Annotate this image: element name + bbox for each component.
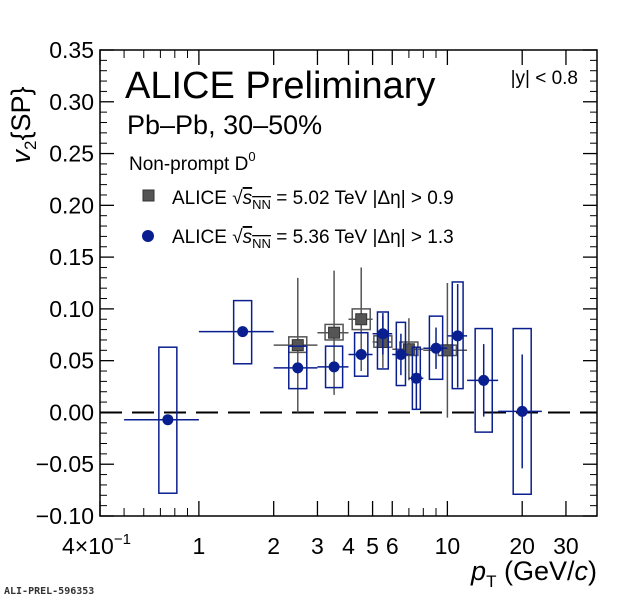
xlabel-part-3: c (575, 556, 589, 586)
x-tick-label: 30 (553, 533, 579, 559)
y-tick-label: 0.00 (49, 399, 94, 425)
series-536-tev (124, 281, 542, 496)
legend-part-0: ALICE (172, 188, 232, 209)
axes: −0.10 −0.05 0.00 0.05 0.10 0.15 0.20 0.25 0.30 0.… (36, 37, 598, 559)
x-tick-mantissa: 4×10 (62, 533, 114, 559)
data-point-circle (395, 348, 407, 360)
data-point-circle (430, 342, 442, 354)
y-tick-label: 0.10 (49, 296, 94, 322)
y-tick-label: 0.25 (49, 141, 94, 167)
data-point-square (291, 339, 304, 352)
legend-marker-circle (142, 230, 154, 242)
legend-part-4: = 5.36 TeV |Δη| > 1.3 (271, 227, 454, 248)
chart-title: ALICE Preliminary (125, 65, 435, 107)
x-tick-label: 5 (366, 533, 379, 559)
data-point-circle (328, 361, 340, 373)
y-tick-label: 0.30 (49, 89, 94, 115)
chart-subtitle: Pb–Pb, 30–50% (127, 110, 322, 140)
species-label: Non-prompt D0 (129, 149, 256, 175)
y-tick-label: −0.05 (36, 451, 94, 477)
data-point-square (328, 326, 341, 339)
ylabel-part-0: v (6, 149, 36, 164)
series-502-tev (273, 267, 468, 418)
data-point-circle (355, 348, 367, 360)
x-tick-exponent: −1 (114, 531, 131, 548)
data-point-circle (162, 414, 174, 426)
x-tick-label: 1 (192, 533, 205, 559)
data-point-circle (292, 362, 304, 374)
legend-part-1: √ (232, 188, 243, 209)
legend-part-3: NN (252, 236, 271, 251)
data-point-circle (478, 374, 490, 386)
y-tick-label: 0.35 (49, 37, 94, 63)
rapidity-cut: |y| < 0.8 (511, 68, 578, 89)
legend-part-1: √ (232, 227, 243, 248)
legend: ALICE √sNN = 5.02 TeV |Δη| > 0.9 ALICE √… (142, 188, 454, 251)
legend-part-0: ALICE (172, 227, 232, 248)
data-point-circle (377, 328, 389, 340)
legend-entry-536: ALICE √sNN = 5.36 TeV |Δη| > 1.3 (172, 227, 454, 251)
x-tick-label: 4 (342, 533, 355, 559)
legend-part-2: s (243, 188, 253, 209)
species-name: Non-prompt D (129, 154, 248, 175)
figure-id: ALI-PREL-596353 (4, 586, 95, 597)
xlabel-part-4: ) (588, 556, 597, 586)
legend-entry-502: ALICE √sNN = 5.02 TeV |Δη| > 0.9 (172, 188, 454, 212)
data-point-circle (237, 326, 249, 338)
systematic-box (376, 311, 390, 370)
data-point-circle (410, 372, 422, 384)
data-layer (100, 267, 597, 496)
y-tick-label: 0.15 (49, 244, 94, 270)
y-tick-label: 0.20 (49, 192, 94, 218)
xlabel-part-0: p (470, 556, 486, 586)
x-tick-label: 2 (267, 533, 280, 559)
legend-marker-square (142, 189, 155, 202)
xlabel-part-2: (GeV/ (496, 556, 575, 586)
data-point-square (441, 344, 454, 357)
ylabel-part-1: 2 (21, 141, 40, 150)
legend-part-2: s (243, 227, 253, 248)
x-axis-label: pT (GeV/c) (470, 556, 597, 591)
data-point-square (355, 313, 368, 326)
y-tick-label: −0.10 (36, 503, 94, 529)
species-superscript: 0 (248, 149, 255, 164)
data-point-circle (516, 405, 528, 417)
legend-part-3: NN (252, 197, 271, 212)
x-tick-label: 20 (509, 533, 535, 559)
ylabel-part-2: {SP} (6, 86, 36, 140)
x-tick-label: 10 (435, 533, 461, 559)
xlabel-part-1: T (486, 572, 496, 591)
y-tick-label: 0.05 (49, 348, 94, 374)
data-point-circle (452, 330, 464, 342)
x-tick-label: 3 (311, 533, 324, 559)
y-axis-label: v2{SP} (6, 86, 40, 163)
legend-part-4: = 5.02 TeV |Δη| > 0.9 (271, 188, 454, 209)
x-tick-label: 6 (386, 533, 399, 559)
x-tick-label: 4×10−1 (62, 531, 131, 559)
